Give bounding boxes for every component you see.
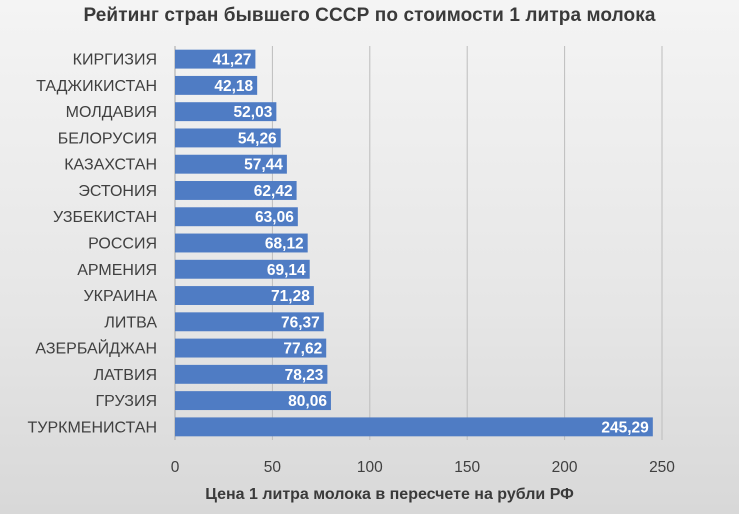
category-label: ТУРКМЕНИСТАН	[28, 419, 157, 436]
bar	[175, 286, 314, 305]
category-label: ЛАТВИЯ	[94, 367, 157, 384]
bar	[175, 128, 281, 148]
x-tick-label: 250	[649, 459, 675, 476]
x-axis-title: Цена 1 литра молока в пересчете на рубли…	[205, 486, 574, 503]
bar	[175, 181, 297, 200]
bar	[175, 338, 327, 358]
x-tick-label: 150	[454, 459, 480, 476]
gridlines	[271, 46, 663, 440]
bar	[175, 207, 298, 227]
data-label: 54,26	[238, 130, 277, 147]
category-labels: КИРГИЗИЯ ТАДЖИКИСТАН МОЛДАВИЯ БЕЛОРУСИЯ КАЗА…	[28, 52, 158, 437]
bar	[175, 391, 331, 411]
chart-title: Рейтинг стран бывшего СССР по стоимости …	[83, 5, 656, 26]
category-label: РОССИЯ	[88, 236, 157, 253]
data-label: 80,06	[288, 393, 327, 410]
data-label: 63,06	[255, 209, 294, 226]
data-label: 62,42	[254, 183, 293, 200]
category-label: АРМЕНИЯ	[77, 262, 157, 279]
category-label: МОЛДАВИЯ	[66, 104, 157, 121]
category-label: ГРУЗИЯ	[95, 393, 157, 410]
category-label: ЛИТВА	[104, 314, 157, 331]
category-label: ЭСТОНИЯ	[78, 183, 157, 200]
bars	[175, 49, 653, 437]
category-label: АЗЕРБАЙДЖАН	[35, 339, 157, 358]
data-label: 76,37	[281, 314, 320, 331]
bar	[175, 364, 328, 384]
data-label: 41,27	[213, 52, 252, 69]
category-label: УЗБЕКИСТАН	[53, 209, 157, 226]
data-label: 68,12	[265, 236, 304, 253]
category-label: КАЗАХСТАН	[64, 157, 157, 174]
data-label: 78,23	[285, 367, 324, 384]
bar	[175, 102, 277, 122]
bar	[175, 75, 258, 95]
bar	[175, 154, 287, 174]
data-label: 52,03	[234, 104, 273, 121]
x-tick-labels: 0 50 100 150 200 250	[171, 459, 676, 476]
data-label: 42,18	[214, 78, 253, 95]
data-label: 77,62	[283, 341, 322, 358]
bar	[175, 417, 653, 437]
x-tick-label: 50	[264, 459, 282, 476]
data-label: 245,29	[601, 419, 649, 436]
bar	[175, 49, 256, 69]
data-label: 71,28	[271, 288, 310, 305]
x-tick-label: 200	[552, 459, 578, 476]
bar	[175, 312, 324, 332]
data-labels: 41,27 42,18 52,03 54,26 57,44 62,42 63,06 68,12…	[213, 52, 650, 437]
data-label: 57,44	[244, 157, 283, 174]
category-label: ТАДЖИКИСТАН	[36, 78, 157, 95]
x-tick-label: 100	[357, 459, 383, 476]
category-label: КИРГИЗИЯ	[73, 52, 157, 69]
x-tick-label: 0	[171, 459, 180, 476]
bar	[175, 233, 308, 253]
category-label: УКРАИНА	[84, 288, 158, 305]
category-label: БЕЛОРУСИЯ	[58, 130, 157, 147]
bar	[175, 259, 310, 279]
data-label: 69,14	[267, 262, 306, 279]
